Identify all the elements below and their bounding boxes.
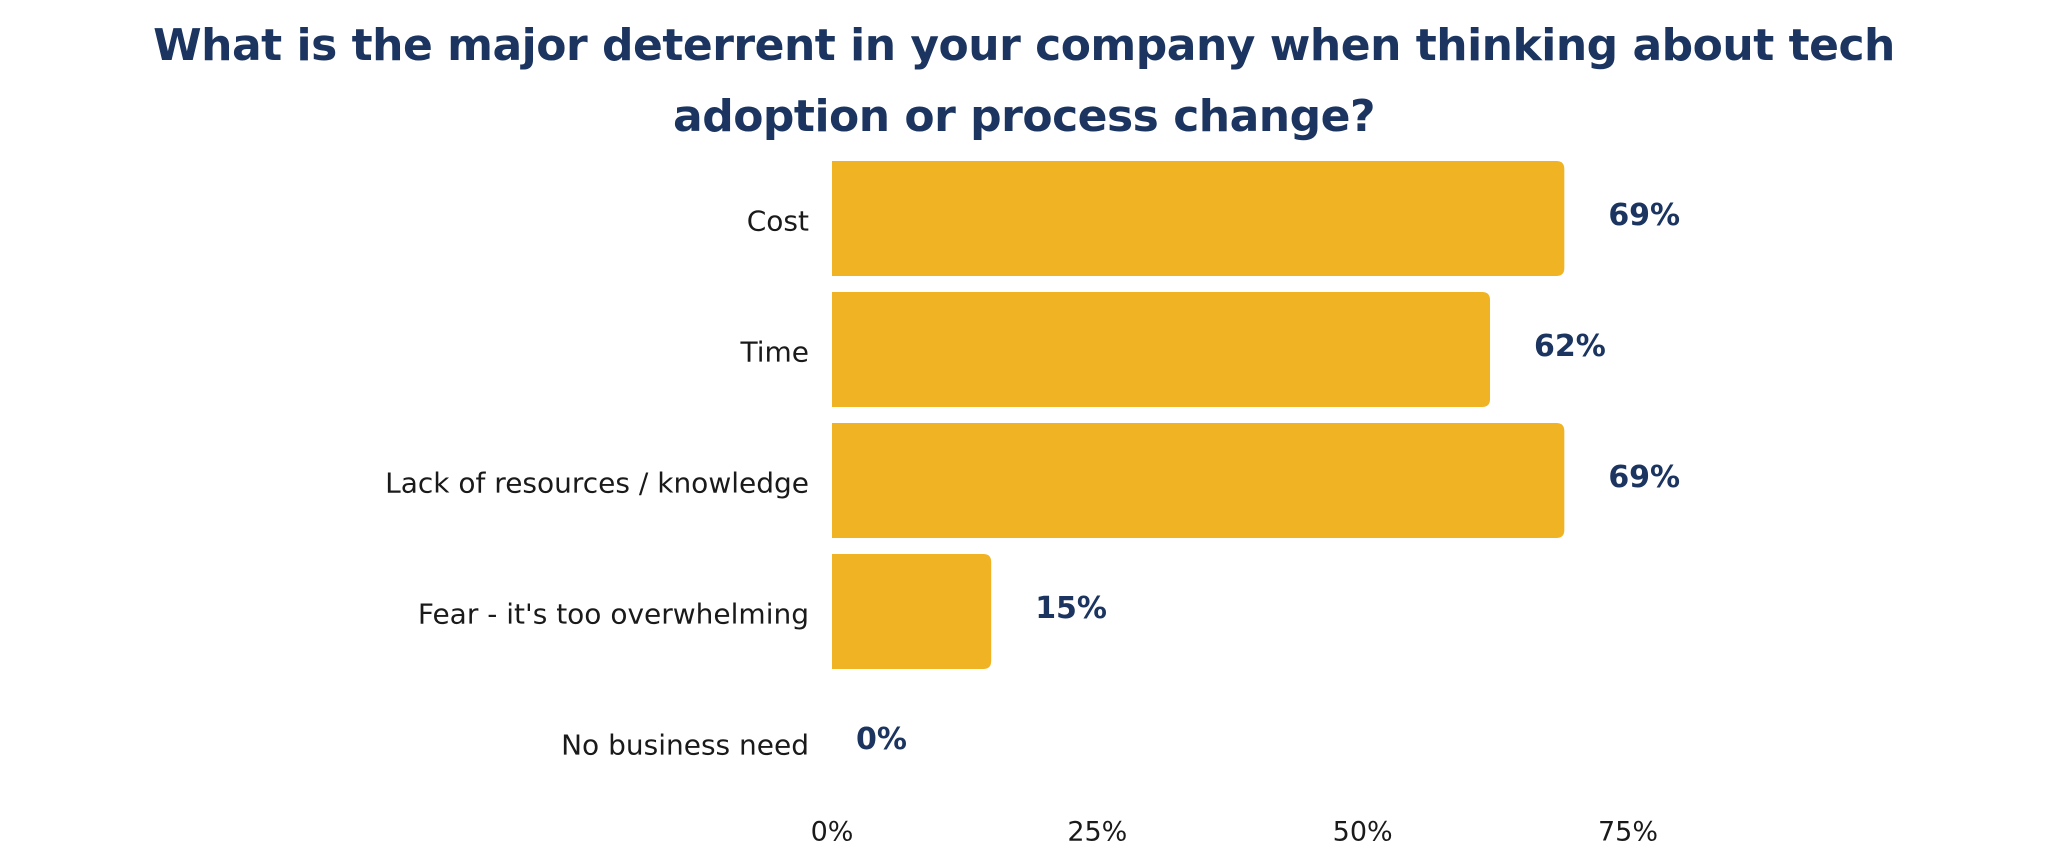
labels-layer: Cost 69% Time 62% Lack of resources / knowle… [385,198,1680,762]
category-label-lack-of-resources-knowledge: Lack of resources / knowledge [385,467,809,500]
value-label-cost: 69% [1608,198,1680,233]
x-tick-label-0: 0% [811,817,854,848]
x-tick-label-75: 75% [1598,817,1658,848]
value-label-no-business-need: 0% [856,722,907,757]
bar-lack-of-resources-knowledge [832,423,1565,538]
value-label-time: 62% [1534,329,1606,364]
bars-layer [832,161,1565,669]
bar-fear-it-s-too-overwhelming [832,554,992,669]
bar-cost [832,161,1565,276]
bar-time [832,292,1491,407]
x-tick-label-50: 50% [1333,817,1393,848]
category-label-cost: Cost [747,205,809,238]
x-tick-label-25: 25% [1067,817,1127,848]
x-axis-ticks: 0% 25% 50% 75% [811,817,1658,848]
category-label-no-business-need: No business need [561,729,809,762]
chart-title: What is the major deterrent in your comp… [153,20,1895,142]
category-label-fear-it-s-too-overwhelming: Fear - it's too overwhelming [418,598,809,631]
value-label-lack-of-resources-knowledge: 69% [1608,460,1680,495]
value-label-fear-it-s-too-overwhelming: 15% [1035,591,1107,626]
category-label-time: Time [739,336,809,369]
